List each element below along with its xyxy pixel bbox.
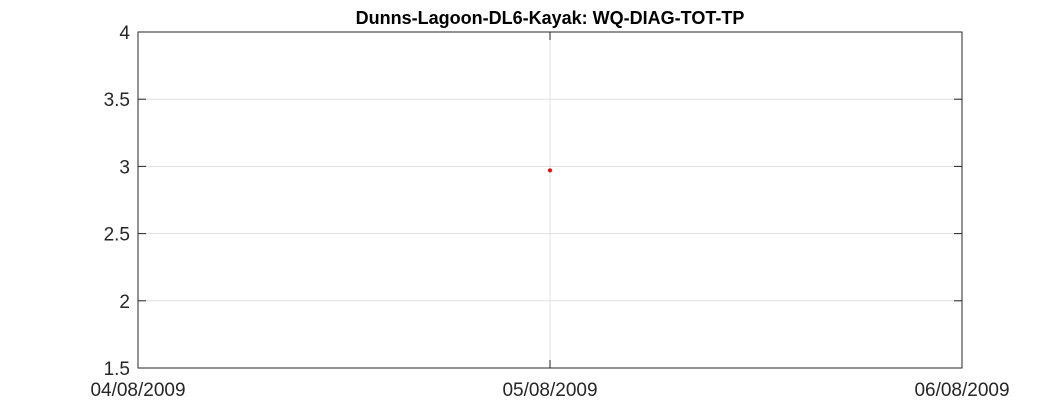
y-tick-label: 2 [119, 292, 130, 313]
chart-title: Dunns-Lagoon-DL6-Kayak: WQ-DIAG-TOT-TP [356, 8, 745, 28]
x-tick-label: 05/08/2009 [502, 380, 597, 401]
y-tick-label: 3 [119, 157, 130, 178]
x-tick-label: 06/08/2009 [914, 380, 1009, 401]
y-tick-label: 4 [119, 23, 130, 44]
y-tick-label: 1.5 [104, 359, 130, 380]
x-tick-label: 04/08/2009 [90, 380, 185, 401]
data-point [548, 168, 552, 173]
y-tick-label: 2.5 [104, 225, 130, 246]
y-tick-label: 3.5 [104, 90, 130, 111]
grid-layer [138, 32, 962, 368]
data-layer [548, 168, 552, 173]
ticks-layer: 1.5 2 2.5 3 3.5 4 04/08/2009 05/08/2009 06/08/20… [90, 23, 1009, 401]
